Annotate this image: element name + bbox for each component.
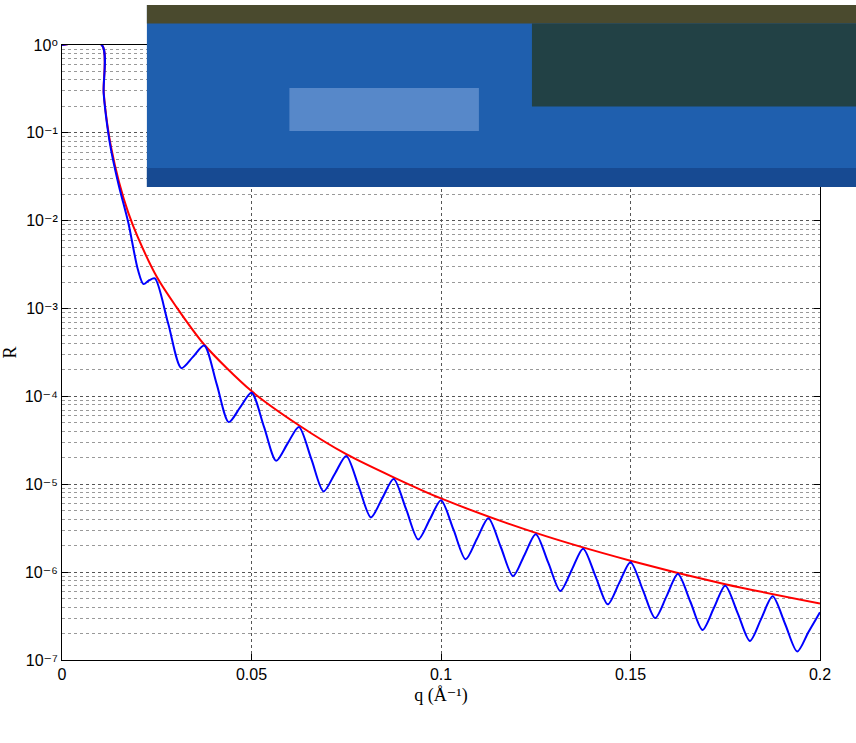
svg-text:10⁻⁷: 10⁻⁷ <box>26 652 58 669</box>
svg-text:0: 0 <box>58 666 67 683</box>
svg-text:R: R <box>0 346 20 358</box>
svg-text:10⁻⁴: 10⁻⁴ <box>25 388 58 405</box>
svg-text:10⁰: 10⁰ <box>34 37 58 54</box>
svg-text:0.05: 0.05 <box>236 666 267 683</box>
svg-text:10⁻¹: 10⁻¹ <box>26 124 58 141</box>
svg-text:0.1: 0.1 <box>430 666 452 683</box>
svg-text:0.2: 0.2 <box>809 666 831 683</box>
svg-text:10⁻³: 10⁻³ <box>26 300 58 317</box>
svg-text:10⁻⁶: 10⁻⁶ <box>25 564 58 581</box>
svg-text:q (Å⁻¹): q (Å⁻¹) <box>414 685 467 706</box>
svg-text:10⁻⁵: 10⁻⁵ <box>25 476 58 493</box>
svg-text:10⁻²: 10⁻² <box>26 212 58 229</box>
svg-text:0.15: 0.15 <box>615 666 646 683</box>
